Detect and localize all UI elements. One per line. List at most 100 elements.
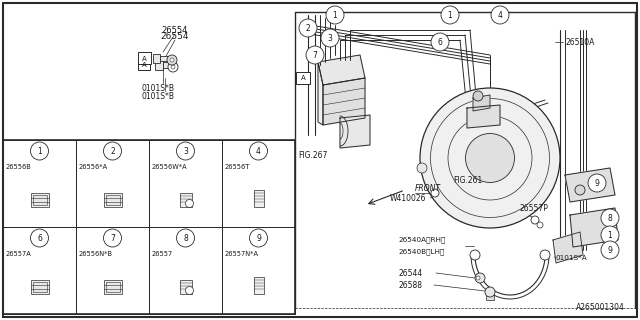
Circle shape: [473, 91, 483, 101]
Text: 0101S*B: 0101S*B: [141, 92, 175, 101]
Circle shape: [601, 209, 619, 227]
Bar: [106, 282, 120, 292]
Circle shape: [170, 58, 174, 62]
Bar: [33, 282, 47, 292]
Circle shape: [601, 226, 619, 244]
Text: 3: 3: [183, 147, 188, 156]
Polygon shape: [323, 78, 365, 125]
Circle shape: [167, 55, 177, 65]
Circle shape: [475, 273, 485, 283]
Bar: [149, 140, 222, 227]
Bar: [104, 193, 122, 206]
Circle shape: [186, 286, 193, 294]
Text: 1: 1: [607, 230, 612, 239]
Circle shape: [531, 216, 539, 224]
Text: 7: 7: [312, 51, 317, 60]
Bar: [253, 276, 264, 293]
Text: 26544: 26544: [398, 268, 422, 277]
Text: 2: 2: [306, 23, 310, 33]
Circle shape: [601, 241, 619, 259]
Circle shape: [465, 133, 515, 182]
Text: 1: 1: [37, 147, 42, 156]
Text: A: A: [141, 56, 147, 62]
Circle shape: [491, 6, 509, 24]
Bar: [296, 72, 310, 84]
Polygon shape: [565, 168, 615, 202]
Circle shape: [104, 229, 122, 247]
Circle shape: [326, 6, 344, 24]
Circle shape: [177, 229, 195, 247]
Circle shape: [575, 185, 585, 195]
Bar: [33, 195, 47, 204]
Polygon shape: [467, 105, 500, 128]
Polygon shape: [318, 55, 365, 85]
Text: 7: 7: [110, 234, 115, 243]
Circle shape: [177, 142, 195, 160]
Text: 9: 9: [595, 179, 600, 188]
Bar: [163, 62, 173, 68]
Text: 1: 1: [333, 11, 337, 20]
Text: 26510A: 26510A: [565, 37, 595, 46]
Text: 1: 1: [447, 11, 452, 20]
Bar: [104, 279, 122, 293]
Bar: [486, 295, 494, 300]
Text: A: A: [141, 62, 147, 68]
Circle shape: [591, 183, 599, 191]
Bar: [138, 52, 151, 64]
Circle shape: [299, 19, 317, 37]
Bar: [31, 193, 49, 206]
Text: 9: 9: [607, 245, 612, 254]
Bar: [76, 140, 149, 227]
Circle shape: [441, 6, 459, 24]
Text: 6: 6: [37, 234, 42, 243]
Text: 4: 4: [256, 147, 261, 156]
Text: 4: 4: [497, 11, 502, 20]
Bar: [76, 227, 149, 314]
Text: 26540A〈RH〉: 26540A〈RH〉: [398, 237, 445, 243]
Text: W410026: W410026: [390, 194, 426, 203]
Circle shape: [104, 142, 122, 160]
Text: 26556W*A: 26556W*A: [152, 164, 188, 170]
Circle shape: [171, 65, 175, 69]
Circle shape: [417, 163, 427, 173]
Text: 8: 8: [183, 234, 188, 243]
Text: 26556N*B: 26556N*B: [79, 251, 113, 257]
Bar: [253, 189, 264, 206]
Text: 26557: 26557: [152, 251, 173, 257]
Text: 0101S*B: 0101S*B: [141, 84, 175, 93]
Circle shape: [537, 222, 543, 228]
Circle shape: [476, 276, 480, 280]
Circle shape: [186, 199, 193, 207]
Bar: [222, 227, 295, 314]
Circle shape: [420, 88, 560, 228]
Text: FRONT: FRONT: [415, 183, 441, 193]
Text: 26554: 26554: [161, 32, 189, 41]
Text: 8: 8: [607, 213, 612, 222]
Text: 26540B〈LH〉: 26540B〈LH〉: [398, 249, 444, 255]
Text: 2: 2: [110, 147, 115, 156]
Bar: [138, 58, 150, 70]
Bar: [3, 140, 295, 314]
Text: A265001304: A265001304: [576, 303, 625, 312]
Circle shape: [31, 142, 49, 160]
Bar: [179, 193, 191, 206]
Text: A: A: [301, 75, 305, 81]
Text: 3: 3: [328, 34, 332, 43]
Text: 26557N*A: 26557N*A: [225, 251, 259, 257]
Text: 26556B: 26556B: [6, 164, 32, 170]
Bar: [3, 140, 76, 227]
Circle shape: [431, 189, 439, 197]
Bar: [106, 195, 120, 204]
Text: 26557P: 26557P: [520, 204, 549, 212]
Text: 9: 9: [256, 234, 261, 243]
Text: FIG.267: FIG.267: [298, 150, 328, 159]
Circle shape: [431, 33, 449, 51]
Bar: [149, 227, 222, 314]
Text: 26557A: 26557A: [6, 251, 32, 257]
Polygon shape: [570, 208, 618, 247]
Circle shape: [470, 250, 480, 260]
Circle shape: [540, 250, 550, 260]
Bar: [153, 54, 160, 63]
Bar: [179, 279, 191, 293]
Text: 26588: 26588: [398, 281, 422, 290]
